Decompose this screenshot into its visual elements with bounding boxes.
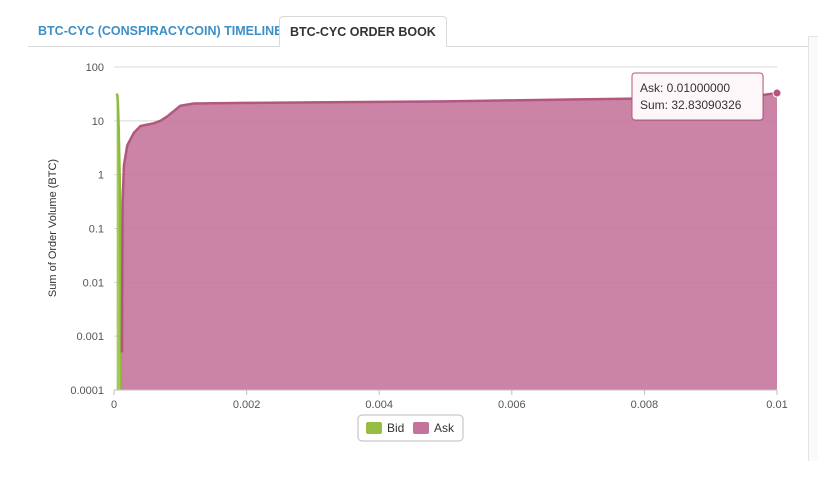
tab-order-book[interactable]: BTC-CYC ORDER BOOK [279, 16, 447, 47]
line-bid [115, 93, 123, 391]
x-tick-label: 0 [111, 399, 117, 411]
y-tick-label: 0.1 [89, 224, 104, 236]
y-axis-label: Sum of Order Volume (BTC) [47, 159, 59, 297]
tab-timeline[interactable]: BTC-CYC (CONSPIRACYCOIN) TIMELINE [38, 24, 283, 38]
tab-bar: BTC-CYC (CONSPIRACYCOIN) TIMELINE BTC-CY… [28, 16, 808, 47]
side-panel-edge [808, 36, 818, 461]
axes: 100 10 1 0.1 0.01 0.001 0.0001 0 0.002 0.004 0.006… [70, 62, 787, 411]
order-book-chart: 100 10 1 0.1 0.01 0.001 0.0001 0 0.002 0.004 0.006… [47, 62, 788, 442]
line-ask [120, 91, 778, 353]
x-tick-label: 0.004 [365, 399, 393, 411]
y-tick-label: 0.001 [76, 331, 104, 343]
y-tick-label: 0.01 [83, 277, 104, 289]
y-tick-label: 1 [98, 170, 104, 182]
legend-label-bid: Bid [387, 421, 404, 435]
legend-label-ask: Ask [434, 421, 455, 435]
y-tick-label: 10 [92, 116, 104, 128]
legend-swatch-bid [366, 422, 382, 434]
tooltip: Ask: 0.01000000 Sum: 32.83090326 [631, 72, 782, 121]
x-tick-label: 0.008 [631, 399, 659, 411]
legend-box [357, 414, 464, 442]
x-tick-label: 0.002 [233, 399, 261, 411]
series-areas [115, 91, 778, 391]
x-tick-label: 0.006 [498, 399, 526, 411]
area-ask [121, 93, 778, 391]
x-tick-label: 0.01 [766, 399, 787, 411]
y-tick-label: 0.0001 [70, 385, 104, 397]
legend: Bid Ask [357, 414, 464, 442]
tooltip-line-1: Ask: 0.01000000 [640, 81, 730, 95]
tooltip-box [631, 72, 764, 121]
y-tick-label: 100 [86, 62, 104, 74]
tooltip-line-2: Sum: 32.83090326 [640, 98, 742, 112]
tooltip-point [772, 88, 782, 98]
legend-swatch-ask [413, 422, 429, 434]
